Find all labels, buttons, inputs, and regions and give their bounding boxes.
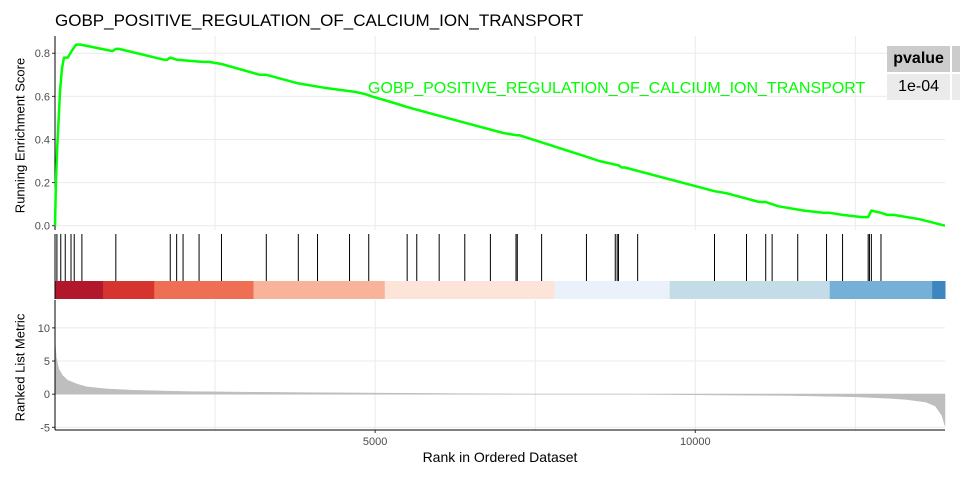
heat-band: [669, 281, 831, 299]
y-tick-label-top: 0.8: [35, 48, 50, 60]
pvalue-value: 1e-04: [887, 72, 951, 100]
y-tick-label-bottom: 10: [38, 323, 50, 335]
y-tick-label-bottom: 5: [44, 356, 50, 368]
y-tick-label-top: 0.0: [35, 221, 50, 233]
pvalue-table: pvalue 1e-04: [887, 46, 960, 100]
heat-band: [829, 281, 933, 299]
heat-band: [384, 281, 555, 299]
pvalue-header: pvalue: [887, 46, 951, 73]
y-tick-label-top: 0.4: [35, 134, 50, 146]
plot-title: GOBP_POSITIVE_REGULATION_OF_CALCIUM_ION_…: [55, 11, 584, 30]
heat-band: [253, 281, 386, 299]
heat-band: [554, 281, 671, 299]
y-axis-label-running-score: Running Enrichment Score: [12, 57, 28, 214]
heat-band: [103, 281, 155, 299]
x-axis-label: Rank in Ordered Dataset: [422, 449, 578, 465]
ranked-metric-area: [54, 341, 946, 427]
y-tick-label-bottom: 0: [44, 389, 50, 401]
enrichment-score-line: [53, 43, 946, 227]
gene-set-label: GOBP_POSITIVE_REGULATION_OF_CALCIUM_ION_…: [368, 80, 866, 97]
y-tick-label-top: 0.6: [35, 91, 50, 103]
y-axis-label-ranked-metric: Ranked List Metric: [12, 313, 28, 422]
y-tick-label-bottom: -5: [40, 422, 50, 434]
y-tick-label-top: 0.2: [35, 178, 50, 190]
heat-band: [932, 281, 946, 299]
heat-band: [154, 281, 254, 299]
heat-band: [55, 281, 104, 299]
x-tick-label: 10000: [680, 436, 711, 448]
x-tick-label: 5000: [363, 436, 387, 448]
